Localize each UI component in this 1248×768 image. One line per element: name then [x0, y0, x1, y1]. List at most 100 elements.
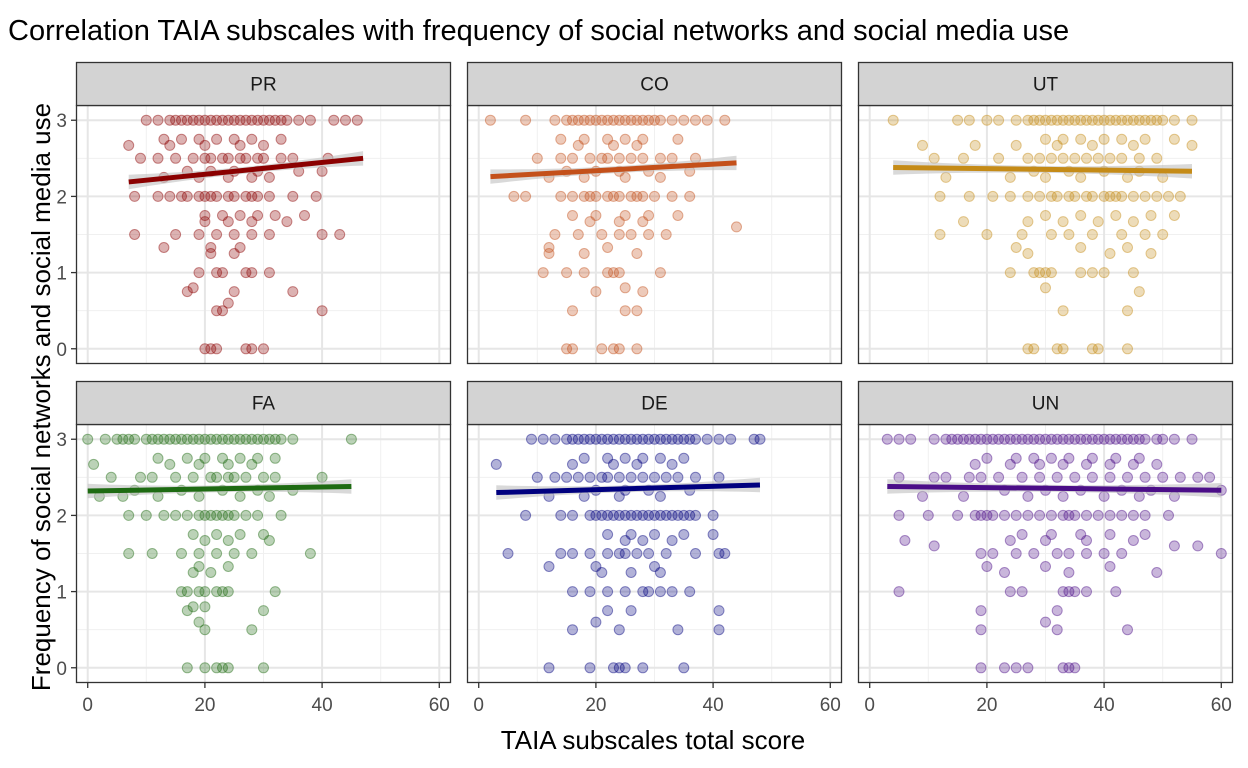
data-point: [240, 343, 252, 355]
data-point: [1110, 114, 1122, 126]
data-point: [713, 624, 725, 636]
data-point: [619, 433, 631, 445]
data-point: [969, 433, 981, 445]
data-point: [1045, 452, 1057, 464]
facet-label: DE: [641, 394, 667, 415]
data-point: [1051, 190, 1063, 202]
data-point: [222, 509, 234, 521]
data-point: [969, 509, 981, 521]
data-point: [631, 139, 643, 151]
data-point: [654, 267, 666, 279]
data-point: [660, 548, 672, 559]
regression-line: [893, 164, 1193, 174]
data-point: [304, 548, 316, 559]
data-point: [164, 190, 176, 202]
data-point: [526, 433, 537, 445]
data-point: [543, 242, 555, 253]
data-point: [1075, 133, 1087, 145]
data-point: [263, 535, 275, 546]
data-point: [1186, 114, 1198, 126]
data-point: [105, 471, 117, 483]
data-point: [152, 433, 164, 445]
data-point: [1040, 210, 1051, 221]
data-point: [578, 267, 590, 279]
data-point: [602, 586, 614, 598]
data-point: [619, 586, 631, 598]
data-point: [1022, 490, 1034, 502]
data-point: [275, 433, 287, 445]
data-point: [88, 458, 100, 470]
data-point: [1151, 567, 1163, 578]
data-point: [654, 171, 666, 183]
data-point: [1092, 216, 1104, 228]
data-point: [649, 433, 660, 445]
data-point: [928, 471, 940, 483]
data-point: [543, 561, 555, 572]
data-point: [1116, 152, 1128, 164]
data-point: [649, 471, 660, 483]
data-point: [234, 139, 246, 151]
data-point: [958, 152, 969, 164]
data-point: [981, 229, 993, 240]
data-point: [602, 471, 614, 483]
data-point: [719, 114, 731, 126]
data-point: [561, 343, 573, 355]
data-point: [1151, 433, 1163, 445]
data-point: [222, 662, 234, 674]
data-point: [602, 152, 614, 164]
data-point: [940, 171, 952, 183]
data-point: [1098, 190, 1110, 202]
data-point: [304, 114, 316, 126]
data-point: [1051, 139, 1063, 151]
data-point: [625, 605, 637, 617]
data-point: [578, 114, 590, 126]
data-point: [345, 433, 357, 445]
data-point: [625, 114, 637, 126]
data-point: [1004, 190, 1016, 202]
data-points: [881, 433, 1227, 674]
data-point: [707, 509, 719, 521]
data-point: [899, 535, 911, 546]
data-point: [1186, 433, 1198, 445]
data-point: [1063, 452, 1075, 464]
facet-label: PR: [250, 75, 276, 96]
data-point: [199, 624, 211, 636]
data-point: [1004, 535, 1016, 546]
data-point: [1081, 433, 1092, 445]
x-axis-label: TAIA subscales total score: [501, 725, 805, 755]
data-point: [1104, 433, 1116, 445]
data-point: [1139, 529, 1151, 540]
data-point: [631, 343, 643, 355]
data-point: [690, 114, 701, 126]
facet-label: FA: [252, 394, 276, 415]
data-point: [602, 509, 614, 521]
data-point: [199, 433, 211, 445]
data-point: [1168, 540, 1180, 552]
data-point: [193, 586, 205, 598]
data-point: [619, 662, 631, 674]
data-point: [217, 305, 228, 317]
data-point: [602, 452, 614, 464]
regression-line: [496, 482, 761, 496]
data-point: [590, 433, 602, 445]
data-point: [211, 114, 223, 126]
data-point: [222, 297, 234, 309]
data-point: [187, 567, 199, 578]
data-point: [1110, 433, 1122, 445]
data-point: [1133, 433, 1145, 445]
data-point: [1098, 133, 1110, 145]
data-point: [246, 114, 258, 126]
data-point: [1063, 509, 1075, 521]
data-point: [258, 139, 269, 151]
data-point: [199, 210, 211, 221]
data-point: [1133, 452, 1145, 464]
data-point: [1192, 471, 1204, 483]
data-point: [1045, 152, 1057, 164]
data-point: [1051, 548, 1063, 559]
y-tick-label: 2: [56, 506, 67, 527]
data-point: [234, 490, 246, 502]
data-point: [672, 509, 684, 521]
data-point: [129, 433, 141, 445]
data-point: [584, 433, 596, 445]
data-point: [981, 452, 993, 464]
